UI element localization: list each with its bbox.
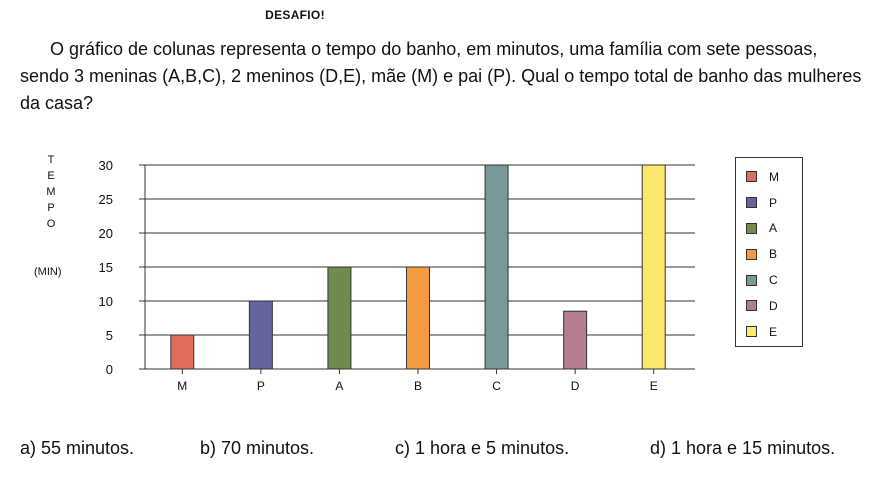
y-axis-title-letter: O	[46, 218, 56, 230]
legend-item-p: P	[746, 190, 802, 216]
answer-option-a[interactable]: a) 55 minutos.	[20, 438, 135, 458]
y-axis-title: T E M P O	[40, 152, 62, 232]
legend-swatch	[746, 300, 757, 312]
x-tick-label: E	[650, 379, 658, 393]
legend-label: B	[769, 247, 778, 262]
y-tick-label: 10	[99, 294, 113, 309]
legend-item-c: C	[746, 267, 802, 293]
y-axis-title-letter: P	[47, 202, 55, 214]
bar-c	[484, 164, 509, 370]
answer-options: a) 55 minutos. b) 70 minutos. c) 1 hora …	[20, 438, 870, 462]
answer-option-c[interactable]: c) 1 hora e 5 minutos.	[395, 438, 570, 458]
question-text: O gráfico de colunas representa o tempo …	[20, 39, 862, 113]
bar-a	[327, 266, 352, 370]
answer-option-b[interactable]: b) 70 minutos.	[200, 438, 315, 458]
y-axis-title-letter: E	[47, 170, 55, 182]
bar-b	[406, 266, 430, 370]
y-tick-label: 0	[106, 362, 113, 377]
challenge-title: DESAFIO!	[265, 8, 325, 22]
legend-swatch	[746, 171, 757, 183]
y-axis-unit: (MIN)	[34, 266, 62, 278]
legend-label: M	[769, 169, 779, 184]
x-tick-label: M	[177, 379, 187, 393]
legend-swatch	[746, 248, 757, 260]
y-tick-label: 30	[99, 158, 113, 173]
legend-item-e: E	[746, 319, 802, 345]
legend-label: C	[769, 273, 778, 288]
legend-label: A	[769, 221, 778, 236]
legend-swatch	[746, 222, 757, 234]
x-tick-label: C	[492, 379, 501, 393]
y-tick-label: 20	[99, 226, 113, 241]
x-tick-label: P	[257, 379, 265, 393]
legend-label: D	[769, 298, 778, 313]
legend-item-d: D	[746, 293, 802, 319]
answer-option-d[interactable]: d) 1 hora e 15 minutos.	[650, 438, 836, 458]
bar-e	[641, 164, 666, 370]
legend-label: E	[769, 324, 778, 339]
legend-swatch	[746, 197, 757, 209]
x-tick-label: B	[414, 379, 422, 393]
y-tick-label: 5	[106, 328, 113, 343]
bar-chart: 0 5 10 15 20 25 30 M P A B C D E	[99, 158, 695, 393]
legend-label: P	[769, 195, 778, 210]
y-tick-label: 25	[99, 192, 113, 207]
legend-swatch	[746, 326, 757, 338]
legend-item-a: A	[746, 216, 802, 242]
legend-item-m: M	[746, 164, 802, 190]
legend-item-b: B	[746, 241, 802, 267]
bar-d	[563, 310, 588, 370]
x-tick-label: D	[571, 379, 580, 393]
y-axis-title-letter: M	[46, 186, 56, 198]
y-tick-label: 15	[99, 260, 113, 275]
y-axis-title-letter: T	[47, 154, 55, 166]
bar-m	[170, 334, 195, 370]
bar-p	[248, 300, 273, 370]
x-tick-label: A	[335, 379, 343, 393]
legend-swatch	[746, 274, 757, 286]
